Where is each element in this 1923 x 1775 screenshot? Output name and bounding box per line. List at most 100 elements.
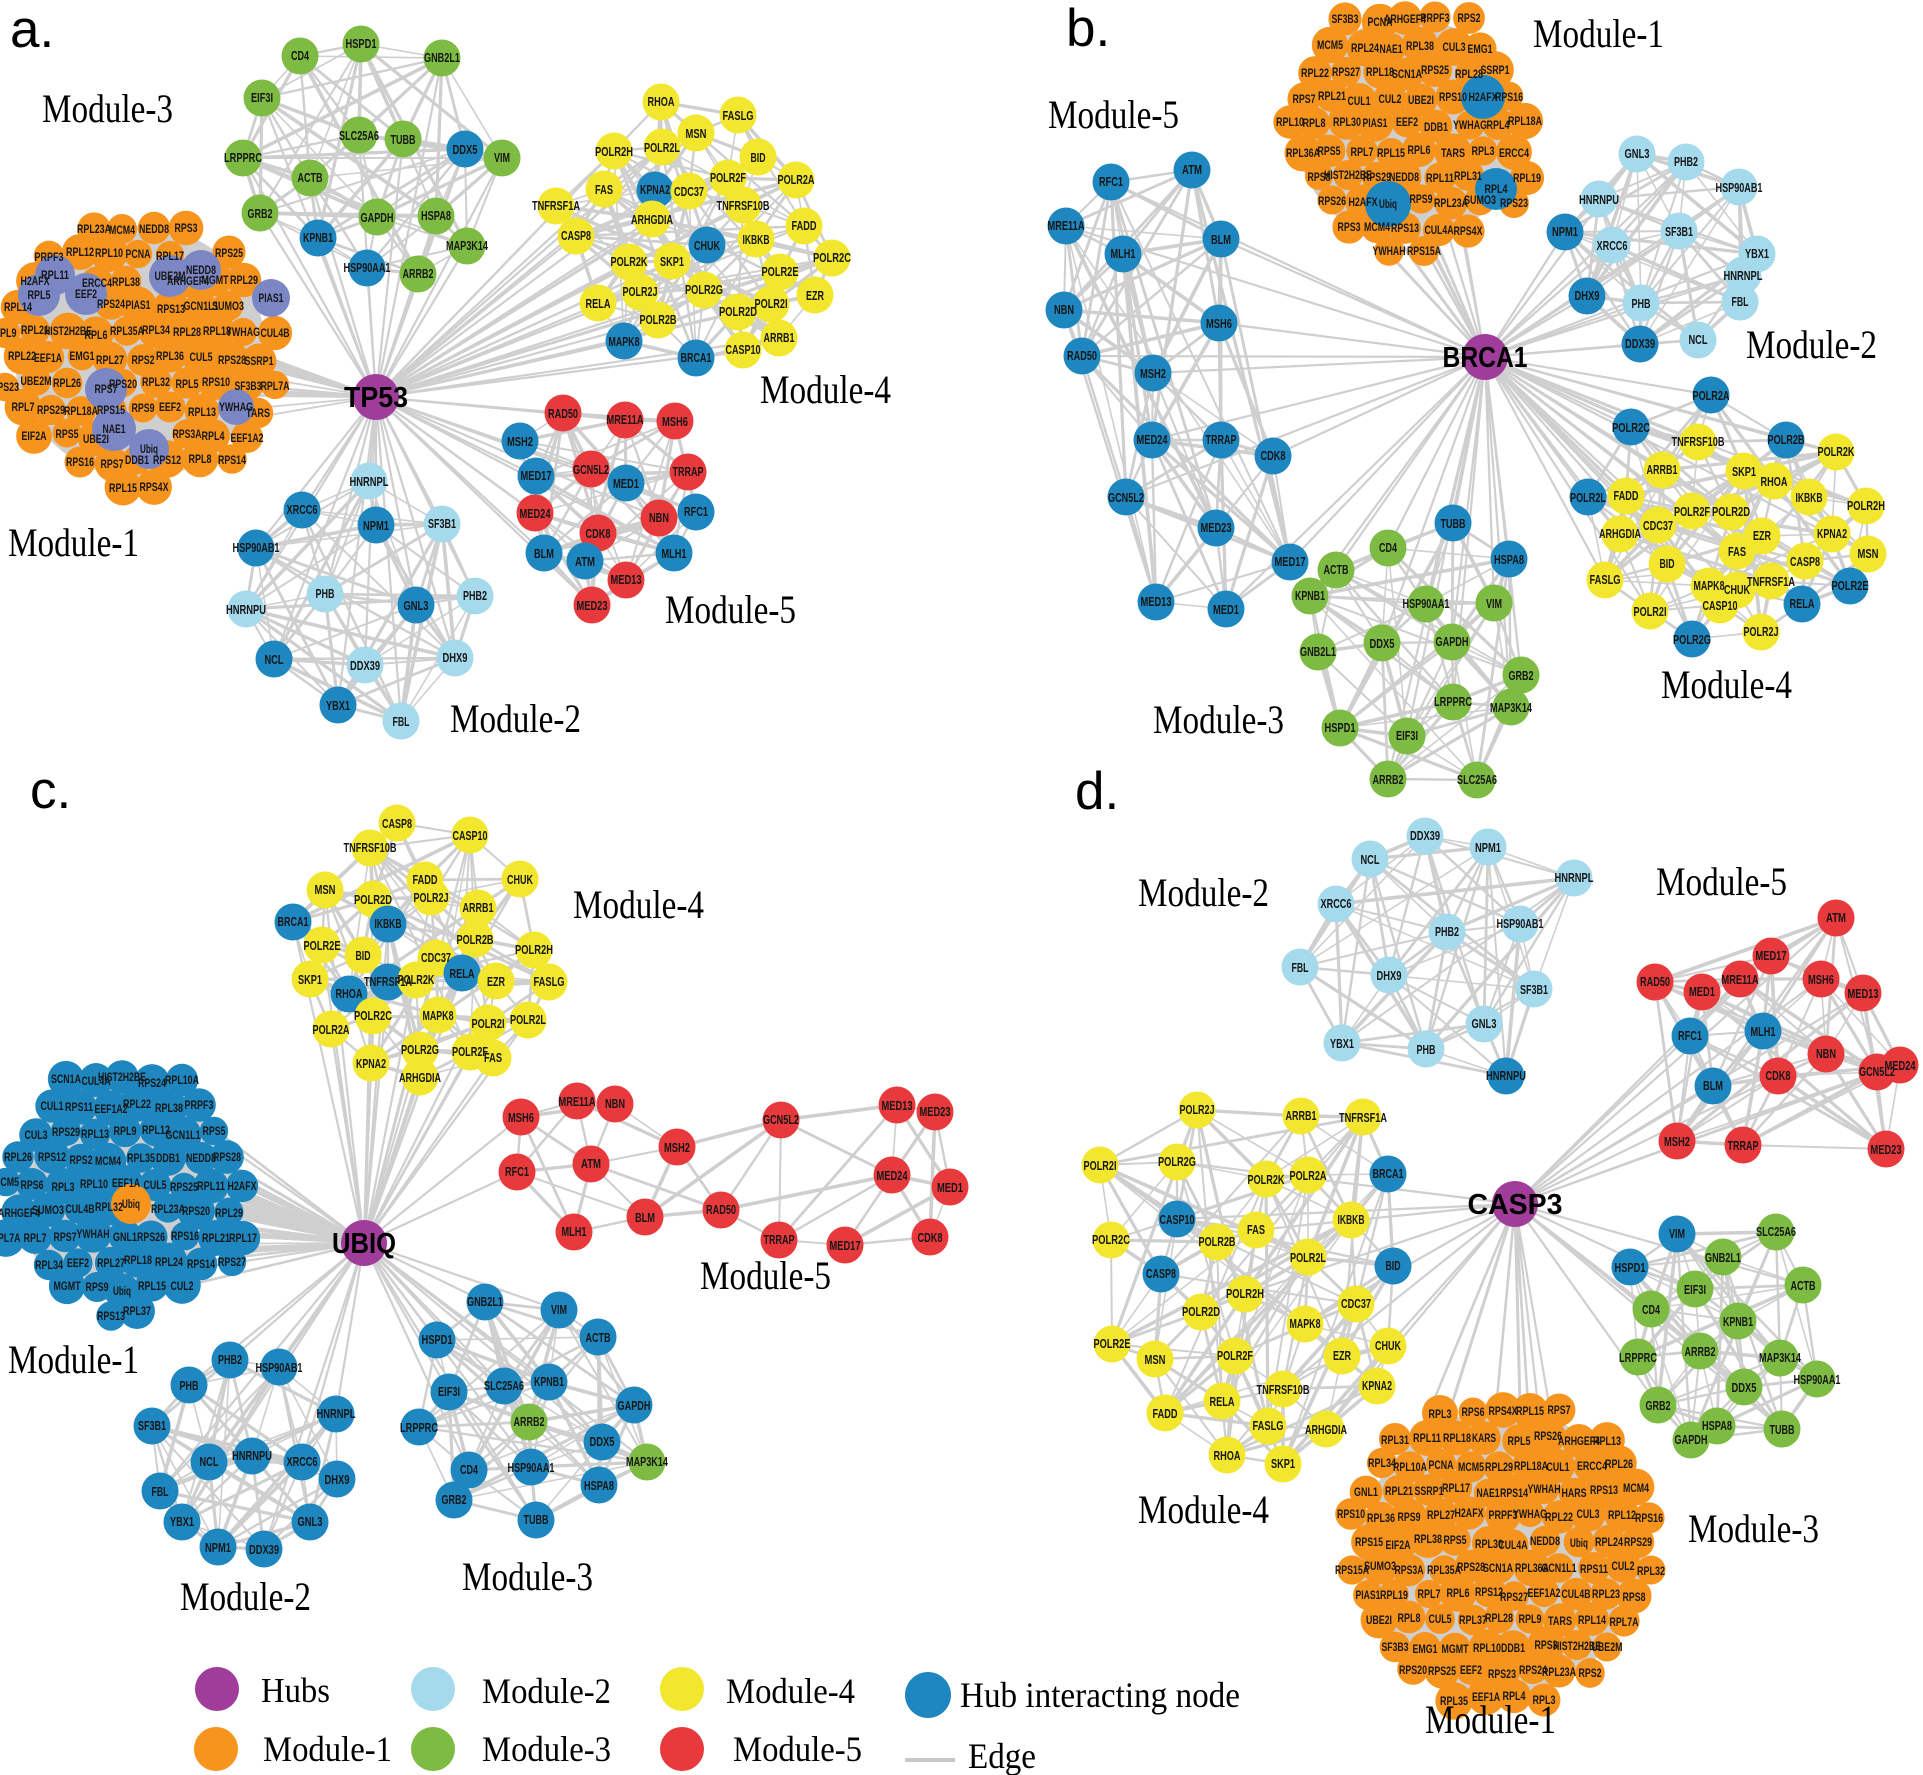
svg-text:MCM4: MCM4 bbox=[1364, 220, 1390, 234]
svg-text:GNB2L1: GNB2L1 bbox=[1705, 1251, 1741, 1265]
svg-text:DHX9: DHX9 bbox=[1575, 289, 1600, 303]
svg-text:GRB2: GRB2 bbox=[248, 207, 273, 221]
svg-text:RPS7: RPS7 bbox=[101, 457, 124, 471]
svg-text:SSRP1: SSRP1 bbox=[1415, 1484, 1444, 1498]
svg-text:RPL14: RPL14 bbox=[1578, 1613, 1606, 1627]
svg-text:RELA: RELA bbox=[1790, 597, 1815, 611]
svg-text:Ubiq: Ubiq bbox=[113, 1284, 131, 1298]
svg-text:Module-5: Module-5 bbox=[665, 587, 796, 632]
svg-text:VIM: VIM bbox=[1486, 597, 1502, 611]
svg-text:RPL13: RPL13 bbox=[81, 1127, 109, 1141]
svg-text:RPS3: RPS3 bbox=[175, 221, 198, 235]
svg-text:RPL21: RPL21 bbox=[202, 1231, 230, 1245]
svg-text:RPS25: RPS25 bbox=[1428, 1664, 1456, 1678]
svg-text:SF3B1: SF3B1 bbox=[428, 517, 456, 531]
svg-text:RPS13: RPS13 bbox=[97, 1309, 125, 1323]
svg-text:Module-3: Module-3 bbox=[1153, 697, 1284, 742]
svg-text:GCN1L1: GCN1L1 bbox=[1542, 1561, 1577, 1575]
svg-text:TP53: TP53 bbox=[344, 382, 408, 414]
svg-text:RPL11: RPL11 bbox=[197, 1179, 225, 1193]
svg-text:RPS15: RPS15 bbox=[97, 403, 125, 417]
svg-text:PCNA: PCNA bbox=[1429, 1458, 1454, 1472]
svg-text:PRPF3: PRPF3 bbox=[1489, 1508, 1518, 1522]
svg-text:XRCC6: XRCC6 bbox=[1321, 897, 1352, 911]
svg-text:HSPA8: HSPA8 bbox=[1702, 1419, 1732, 1433]
svg-text:HSPA8: HSPA8 bbox=[1494, 553, 1524, 567]
svg-text:CASP8: CASP8 bbox=[561, 229, 591, 243]
svg-text:RFC1: RFC1 bbox=[1099, 175, 1123, 189]
svg-text:MED24: MED24 bbox=[520, 507, 551, 521]
svg-text:HSPA8: HSPA8 bbox=[584, 1479, 614, 1493]
svg-text:HSP90AA1: HSP90AA1 bbox=[508, 1461, 555, 1475]
svg-text:SF3B1: SF3B1 bbox=[1665, 225, 1693, 239]
svg-text:RPS7: RPS7 bbox=[1293, 92, 1316, 106]
svg-text:RPL4: RPL4 bbox=[202, 429, 225, 443]
svg-text:RPS10: RPS10 bbox=[1337, 1507, 1365, 1521]
svg-text:RPL4: RPL4 bbox=[1503, 1689, 1526, 1703]
svg-text:YWHAG: YWHAG bbox=[1513, 1507, 1547, 1521]
svg-text:Module-1: Module-1 bbox=[8, 520, 139, 565]
svg-text:YWHAG: YWHAG bbox=[219, 400, 253, 414]
svg-text:RPS15A: RPS15A bbox=[1407, 244, 1441, 258]
svg-text:H2AFX: H2AFX bbox=[1469, 90, 1498, 104]
svg-text:TRRAP: TRRAP bbox=[1728, 1139, 1759, 1153]
svg-text:EEF1A: EEF1A bbox=[112, 1176, 140, 1190]
svg-text:FASLG: FASLG bbox=[1590, 573, 1621, 587]
svg-text:RPL7: RPL7 bbox=[24, 1231, 47, 1245]
svg-text:LRPPRC: LRPPRC bbox=[1619, 1351, 1657, 1365]
svg-text:PIAS1: PIAS1 bbox=[1363, 116, 1388, 130]
svg-text:Module-1: Module-1 bbox=[263, 1729, 392, 1769]
svg-text:MED17: MED17 bbox=[521, 469, 552, 483]
svg-text:CASP8: CASP8 bbox=[1146, 1267, 1176, 1281]
svg-text:PHB: PHB bbox=[180, 1379, 199, 1393]
svg-text:CHUK: CHUK bbox=[1724, 583, 1750, 597]
svg-text:RPL22: RPL22 bbox=[123, 1097, 151, 1111]
svg-text:RPS5: RPS5 bbox=[56, 427, 79, 441]
svg-text:RPS27: RPS27 bbox=[1500, 1590, 1528, 1604]
svg-text:LRPPRC: LRPPRC bbox=[224, 151, 262, 165]
svg-text:GNL3: GNL3 bbox=[1625, 147, 1650, 161]
svg-text:RPL14: RPL14 bbox=[4, 300, 32, 314]
svg-text:RPL28: RPL28 bbox=[1485, 1611, 1513, 1625]
svg-text:BLM: BLM bbox=[1211, 233, 1231, 247]
svg-text:EEF1A: EEF1A bbox=[34, 351, 62, 365]
svg-text:RPL11: RPL11 bbox=[1413, 1431, 1441, 1445]
svg-text:RPL3: RPL3 bbox=[1429, 1407, 1452, 1421]
svg-text:MED23: MED23 bbox=[1871, 1143, 1902, 1157]
svg-text:UBE2I: UBE2I bbox=[83, 432, 109, 446]
svg-text:MED17: MED17 bbox=[1275, 555, 1306, 569]
svg-text:POLR2E: POLR2E bbox=[304, 939, 341, 953]
svg-text:NBN: NBN bbox=[649, 511, 669, 525]
svg-text:EEF2: EEF2 bbox=[67, 1256, 89, 1270]
svg-text:RPS3A: RPS3A bbox=[1395, 1563, 1424, 1577]
svg-text:FADD: FADD bbox=[1614, 489, 1639, 503]
svg-text:TRRAP: TRRAP bbox=[764, 1233, 795, 1247]
svg-text:GRB2: GRB2 bbox=[1646, 1399, 1671, 1413]
svg-text:PHB2: PHB2 bbox=[1435, 925, 1459, 939]
svg-text:TUBB: TUBB bbox=[524, 1513, 549, 1527]
svg-text:POLR2K: POLR2K bbox=[1248, 1173, 1285, 1187]
svg-text:RPS4X: RPS4X bbox=[140, 480, 169, 494]
svg-text:RPS3A: RPS3A bbox=[173, 427, 202, 441]
svg-text:RPS20: RPS20 bbox=[109, 377, 137, 391]
svg-text:RPL38: RPL38 bbox=[1406, 39, 1434, 53]
svg-text:RPS9: RPS9 bbox=[86, 1280, 109, 1294]
svg-text:MED13: MED13 bbox=[882, 1099, 913, 1113]
svg-text:ERCC4: ERCC4 bbox=[1577, 1459, 1607, 1473]
svg-text:Ubiq: Ubiq bbox=[1570, 1536, 1588, 1550]
svg-text:PCNA: PCNA bbox=[126, 247, 151, 261]
svg-text:NEDD8: NEDD8 bbox=[1389, 170, 1419, 184]
svg-text:MCM4: MCM4 bbox=[1623, 1481, 1649, 1495]
svg-text:RPS2: RPS2 bbox=[1579, 1666, 1602, 1680]
svg-text:RPL23A: RPL23A bbox=[77, 222, 111, 236]
svg-text:POLR2G: POLR2G bbox=[401, 1043, 439, 1057]
svg-text:RPL36: RPL36 bbox=[1367, 1511, 1395, 1525]
svg-text:Module-5: Module-5 bbox=[1048, 92, 1179, 137]
svg-text:RPL29: RPL29 bbox=[230, 273, 258, 287]
svg-text:EMG1: EMG1 bbox=[1413, 1642, 1438, 1656]
svg-text:MRE11A: MRE11A bbox=[1048, 219, 1085, 233]
svg-text:Module-5: Module-5 bbox=[733, 1729, 862, 1769]
svg-text:BID: BID bbox=[751, 151, 766, 165]
svg-text:RPL7A: RPL7A bbox=[261, 379, 290, 393]
svg-text:HSP90AA1: HSP90AA1 bbox=[1794, 1373, 1841, 1387]
